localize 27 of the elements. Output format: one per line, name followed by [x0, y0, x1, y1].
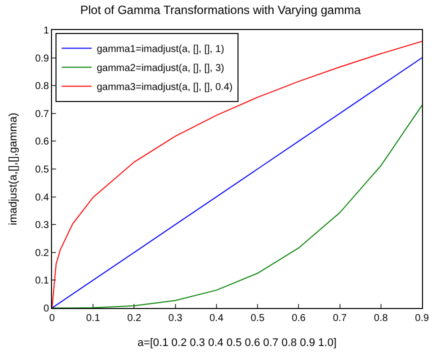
x-tick-label: 0.5	[250, 313, 265, 324]
x-tick-label: 0.7	[332, 313, 348, 324]
y-tick-label: 0.3	[35, 220, 50, 232]
x-tick-label: 0.3	[168, 313, 183, 324]
y-tick-label: 0.9	[35, 53, 50, 64]
x-tick-label: 0.6	[292, 313, 306, 324]
y-tick-label: 0	[43, 304, 50, 314]
x-tick-label: 0.9	[415, 313, 430, 324]
y-tick-label: 0.2	[35, 248, 50, 259]
x-tick-label: 0.8	[374, 313, 388, 324]
y-tick-label: 0.6	[35, 136, 50, 148]
y-tick-label: 0.1	[35, 276, 50, 287]
y-tick-label: 0.5	[35, 164, 50, 176]
x-tick-label: 0.1	[86, 313, 100, 324]
y-tick-label: 0.7	[35, 108, 50, 120]
legend-label: gamma3=imadjust(a, [], [], 0.4)	[96, 82, 233, 94]
legend-label: gamma2=imadjust(a, [], [], 3)	[96, 63, 224, 74]
x-tick-label: 0.4	[209, 313, 224, 324]
y-tick-label: 0.4	[35, 192, 50, 204]
y-tick-label: 1	[43, 26, 50, 36]
y-tick-label: 0.8	[35, 81, 50, 92]
x-tick-label: 0.2	[127, 313, 142, 324]
legend-label: gamma1=imadjust(a, [], [], 1)	[96, 44, 224, 56]
chart-title: Plot of Gamma Transformations with Varying gamma	[80, 2, 362, 17]
y-axis-title: imadjust(a,[],[],gamma)	[8, 112, 20, 226]
x-axis-title: a=[0.1 0.2 0.3 0.4 0.5 0.6 0.7 0.8 0.9 1.0]	[137, 337, 337, 350]
line-series	[52, 104, 422, 308]
